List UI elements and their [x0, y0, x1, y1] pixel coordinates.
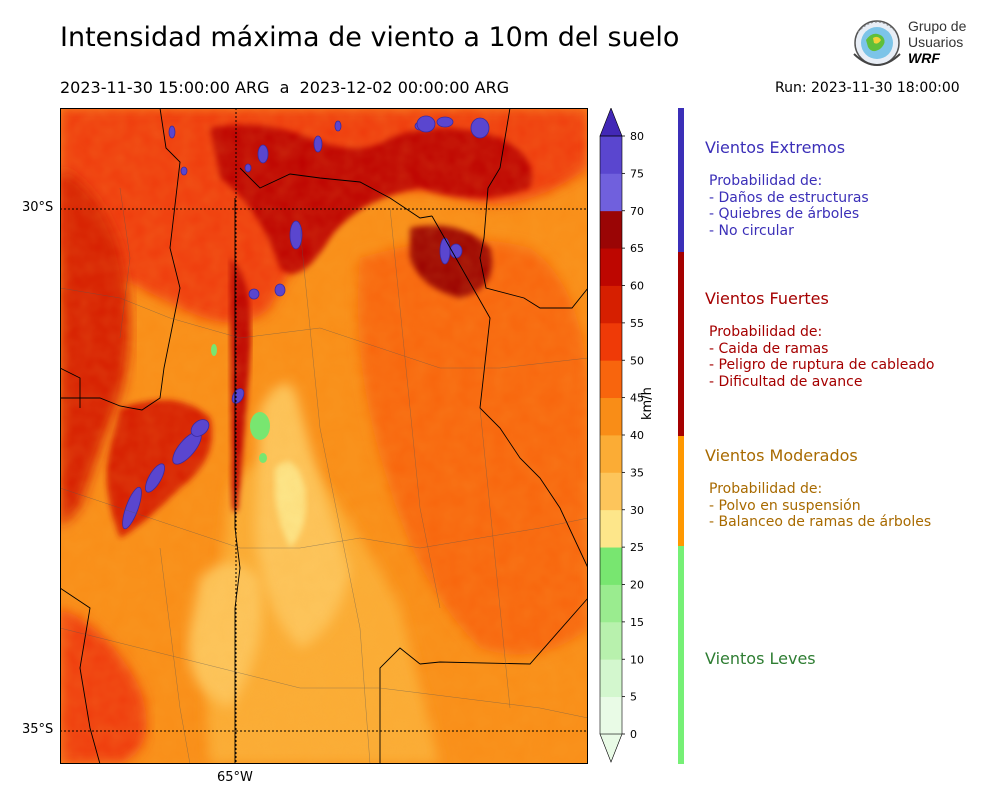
wind-intensity-map: [60, 108, 588, 764]
colorbar-segment: [600, 510, 622, 548]
category-item: - Caida de ramas: [709, 341, 995, 358]
lat-label-35s: 35°S: [22, 722, 53, 737]
category-prob: Probabilidad de:: [709, 173, 995, 190]
category-item: - Dificultad de avance: [709, 374, 995, 391]
category-bar-leves: [678, 546, 684, 764]
category-title: Vientos Moderados: [705, 446, 995, 465]
run-timestamp: Run: 2023-11-30 18:00:00: [775, 80, 960, 96]
colorbar-tick-label: 60: [630, 280, 644, 293]
colorbar-tick-label: 65: [630, 242, 644, 255]
category-item: - Balanceo de ramas de árboles: [709, 514, 995, 531]
category-title: Vientos Extremos: [705, 138, 995, 157]
colorbar-tick-label: 55: [630, 317, 644, 330]
wrf-logo: Grupo de Usuarios WRF: [848, 16, 978, 74]
logo-text: Grupo de Usuarios WRF: [908, 18, 966, 66]
category-item: - Peligro de ruptura de cableado: [709, 357, 995, 374]
logo-line3: WRF: [908, 50, 966, 66]
colorbar-segment: [600, 136, 622, 174]
colorbar-tick-label: 50: [630, 354, 644, 367]
logo-line2: Usuarios: [908, 34, 966, 50]
category-bar-extremos: [678, 108, 684, 252]
colorbar-segment: [600, 173, 622, 211]
lat-label-30s: 30°S: [22, 200, 53, 215]
colorbar-extension-low: [600, 734, 622, 762]
colorbar-tick-label: 20: [630, 579, 644, 592]
texture: [60, 108, 588, 764]
colorbar-tick-label: 5: [630, 691, 637, 704]
colorbar-tick-label: 0: [630, 728, 637, 741]
colorbar-segment: [600, 435, 622, 473]
category-bar-moderados: [678, 436, 684, 546]
category-item: - Polvo en suspensión: [709, 498, 995, 515]
colorbar-tick-label: 40: [630, 429, 644, 442]
colorbar-tick-label: 25: [630, 541, 644, 554]
colorbar-segment: [600, 472, 622, 510]
colorbar: 05101520253035404550556065707580: [598, 108, 658, 768]
colorbar-segment: [600, 547, 622, 585]
colorbar-segment: [600, 248, 622, 286]
colorbar-tick-label: 35: [630, 466, 644, 479]
colorbar-tick-label: 10: [630, 653, 644, 666]
colorbar-tick-label: 75: [630, 167, 644, 180]
colorbar-segment: [600, 286, 622, 324]
colorbar-tick-label: 30: [630, 504, 644, 517]
forecast-period: 2023-11-30 15:00:00 ARG a 2023-12-02 00:…: [60, 78, 509, 97]
category-item: - Quiebres de árboles: [709, 206, 995, 223]
colorbar-segment: [600, 659, 622, 697]
colorbar-segment: [600, 398, 622, 436]
category-fuertes: Vientos Fuertes Probabilidad de: - Caida…: [705, 289, 995, 390]
page-title: Intensidad máxima de viento a 10m del su…: [60, 22, 679, 53]
category-title: Vientos Fuertes: [705, 289, 995, 308]
category-item: - No circular: [709, 223, 995, 240]
category-prob: Probabilidad de:: [709, 481, 995, 498]
category-item: - Daños de estructuras: [709, 190, 995, 207]
category-bar-fuertes: [678, 252, 684, 436]
category-moderados: Vientos Moderados Probabilidad de: - Pol…: [705, 446, 995, 531]
colorbar-unit: km/h: [640, 387, 655, 420]
colorbar-segment: [600, 585, 622, 623]
colorbar-tick-label: 70: [630, 205, 644, 218]
colorbar-segment: [600, 323, 622, 361]
colorbar-tick-label: 80: [630, 130, 644, 143]
category-title: Vientos Leves: [705, 649, 995, 668]
colorbar-segment: [600, 360, 622, 398]
lon-label-65w: 65°W: [217, 770, 253, 785]
colorbar-extension-high: [600, 108, 622, 136]
colorbar-tick-label: 15: [630, 616, 644, 629]
category-leves: Vientos Leves: [705, 649, 995, 684]
logo-line1: Grupo de: [908, 18, 966, 34]
colorbar-segment: [600, 697, 622, 735]
category-extremos: Vientos Extremos Probabilidad de: - Daño…: [705, 138, 995, 239]
category-prob: Probabilidad de:: [709, 324, 995, 341]
colorbar-segment: [600, 211, 622, 249]
colorbar-segment: [600, 622, 622, 660]
globe-icon: [848, 16, 906, 74]
